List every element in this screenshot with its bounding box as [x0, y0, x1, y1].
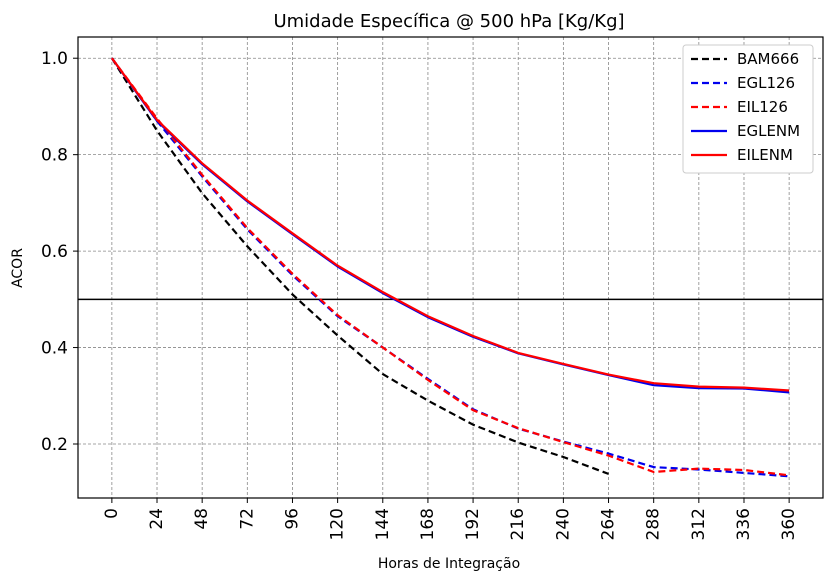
y-tick-label: 0.2 — [41, 435, 68, 455]
series-line-bam666 — [110, 57, 609, 475]
legend-label: EILENM — [737, 146, 793, 164]
x-tick-label: 48 — [192, 508, 212, 530]
legend-label: EGLENM — [737, 122, 800, 140]
x-tick-label: 312 — [689, 508, 709, 540]
legend: BAM666 EGL126 EIL126 EGLENM EILENM — [682, 44, 814, 174]
y-tick-label: 0.4 — [41, 339, 68, 359]
legend-label: EGL126 — [737, 74, 795, 92]
x-axis-label: Horas de Integração — [378, 556, 520, 572]
plot-frame — [77, 36, 824, 499]
y-axis-label: ACOR — [10, 248, 26, 288]
y-axis-ticks: 0.2 0.4 0.6 0.8 1.0 — [41, 49, 78, 455]
x-tick-label: 192 — [463, 508, 483, 540]
x-tick-label: 240 — [553, 508, 573, 540]
x-tick-label: 24 — [147, 508, 167, 530]
x-tick-label: 360 — [779, 508, 799, 540]
y-tick-label: 1.0 — [41, 49, 68, 69]
series-line-egl126 — [111, 57, 790, 478]
x-tick-label: 72 — [237, 508, 257, 530]
legend-label: EIL126 — [737, 98, 788, 116]
x-tick-label: 0 — [102, 508, 122, 519]
x-tick-label: 120 — [328, 508, 348, 540]
x-axis-ticks: 0 24 48 72 96 120 144 168 192 216 240 264 288 312 336 3… — [102, 498, 799, 540]
series-group — [110, 57, 790, 478]
x-tick-label: 288 — [644, 508, 664, 540]
series-line-eil126 — [111, 57, 790, 477]
legend-label: BAM666 — [737, 50, 799, 68]
x-tick-label: 168 — [418, 508, 438, 540]
series-line-eilenm — [111, 57, 790, 392]
chart-title: Umidade Específica @ 500 hPa [Kg/Kg] — [273, 11, 624, 32]
y-tick-label: 0.6 — [41, 242, 68, 262]
y-tick-label: 0.8 — [41, 146, 68, 166]
x-tick-label: 264 — [599, 508, 619, 540]
legend-box — [682, 44, 814, 174]
x-tick-label: 216 — [508, 508, 528, 540]
x-tick-label: 336 — [734, 508, 754, 540]
x-tick-label: 96 — [282, 508, 302, 530]
x-tick-label: 144 — [373, 508, 393, 540]
